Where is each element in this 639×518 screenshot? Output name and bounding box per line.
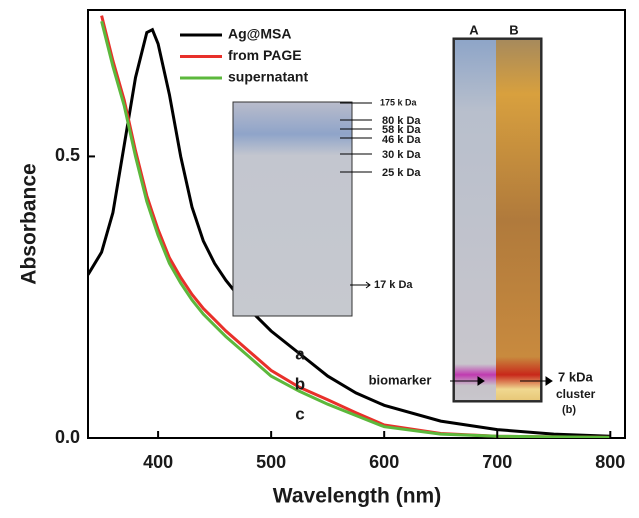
- annotation-arrow: [450, 376, 485, 386]
- x-tick-label: 700: [482, 452, 512, 472]
- annotation: 25 k Da: [382, 167, 421, 179]
- annotation: A: [469, 22, 479, 37]
- annotation: B: [509, 22, 518, 37]
- curve-label: b: [295, 374, 305, 393]
- annotation: 58 k Da: [382, 124, 421, 136]
- annotation: 7 kDa: [558, 369, 593, 384]
- annotation: 46 k Da: [382, 134, 421, 146]
- x-tick-label: 400: [143, 452, 173, 472]
- x-tick-label: 500: [256, 452, 286, 472]
- annotation: biomarker: [369, 372, 432, 387]
- curve-label: a: [295, 344, 305, 363]
- y-tick-label: 0.5: [55, 145, 80, 165]
- lines: [88, 15, 611, 438]
- annotation: 175 k Da: [380, 97, 418, 107]
- legend-label: from PAGE: [228, 47, 302, 63]
- annotation: 80 k Da: [382, 115, 421, 127]
- x-tick-label: 800: [595, 452, 625, 472]
- line-series: [88, 27, 611, 438]
- x-tick-label: 600: [369, 452, 399, 472]
- y-tick-label: 0.0: [55, 427, 80, 447]
- gel-lane: [496, 40, 540, 400]
- x-axis-label: Wavelength (nm): [273, 485, 441, 508]
- annotation-arrow: [520, 376, 553, 386]
- plot-frame: [87, 9, 626, 439]
- legend-label: Ag@MSA: [228, 26, 291, 42]
- y-axis-label: Absorbance: [18, 163, 41, 284]
- gel-lane: [455, 40, 496, 400]
- gel-inset: [232, 101, 353, 317]
- annotation: 30 k Da: [382, 149, 421, 161]
- annotation-arrow: [350, 281, 371, 289]
- annotation: (b): [562, 404, 576, 416]
- curve-label: c: [295, 404, 304, 423]
- annotation: cluster: [556, 387, 596, 401]
- legend-label: supernatant: [228, 69, 308, 85]
- annotation: 17 k Da: [374, 279, 413, 291]
- line-series: [100, 20, 611, 438]
